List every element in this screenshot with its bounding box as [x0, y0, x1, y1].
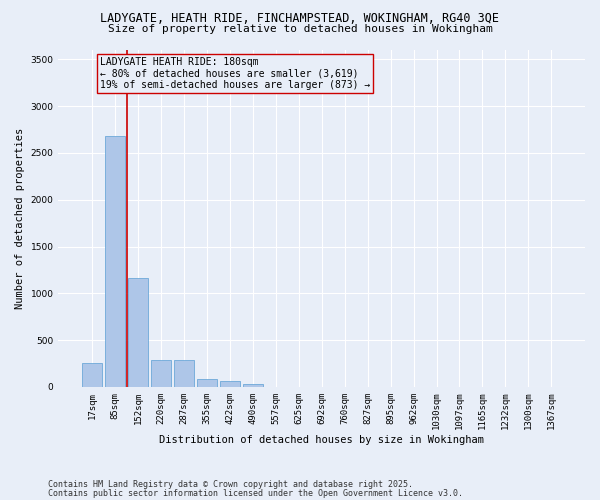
Bar: [220, 381, 239, 387]
Text: Contains HM Land Registry data © Crown copyright and database right 2025.: Contains HM Land Registry data © Crown c…: [48, 480, 413, 489]
Bar: [174, 360, 194, 387]
Bar: [106, 136, 125, 387]
Bar: [151, 360, 171, 387]
X-axis label: Distribution of detached houses by size in Wokingham: Distribution of detached houses by size …: [159, 435, 484, 445]
Bar: [243, 384, 263, 387]
Text: Size of property relative to detached houses in Wokingham: Size of property relative to detached ho…: [107, 24, 493, 34]
Bar: [197, 379, 217, 387]
Text: LADYGATE, HEATH RIDE, FINCHAMPSTEAD, WOKINGHAM, RG40 3QE: LADYGATE, HEATH RIDE, FINCHAMPSTEAD, WOK…: [101, 12, 499, 26]
Text: LADYGATE HEATH RIDE: 180sqm
← 80% of detached houses are smaller (3,619)
19% of : LADYGATE HEATH RIDE: 180sqm ← 80% of det…: [100, 56, 370, 90]
Y-axis label: Number of detached properties: Number of detached properties: [15, 128, 25, 309]
Text: Contains public sector information licensed under the Open Government Licence v3: Contains public sector information licen…: [48, 489, 463, 498]
Bar: [82, 363, 102, 387]
Bar: [128, 278, 148, 387]
